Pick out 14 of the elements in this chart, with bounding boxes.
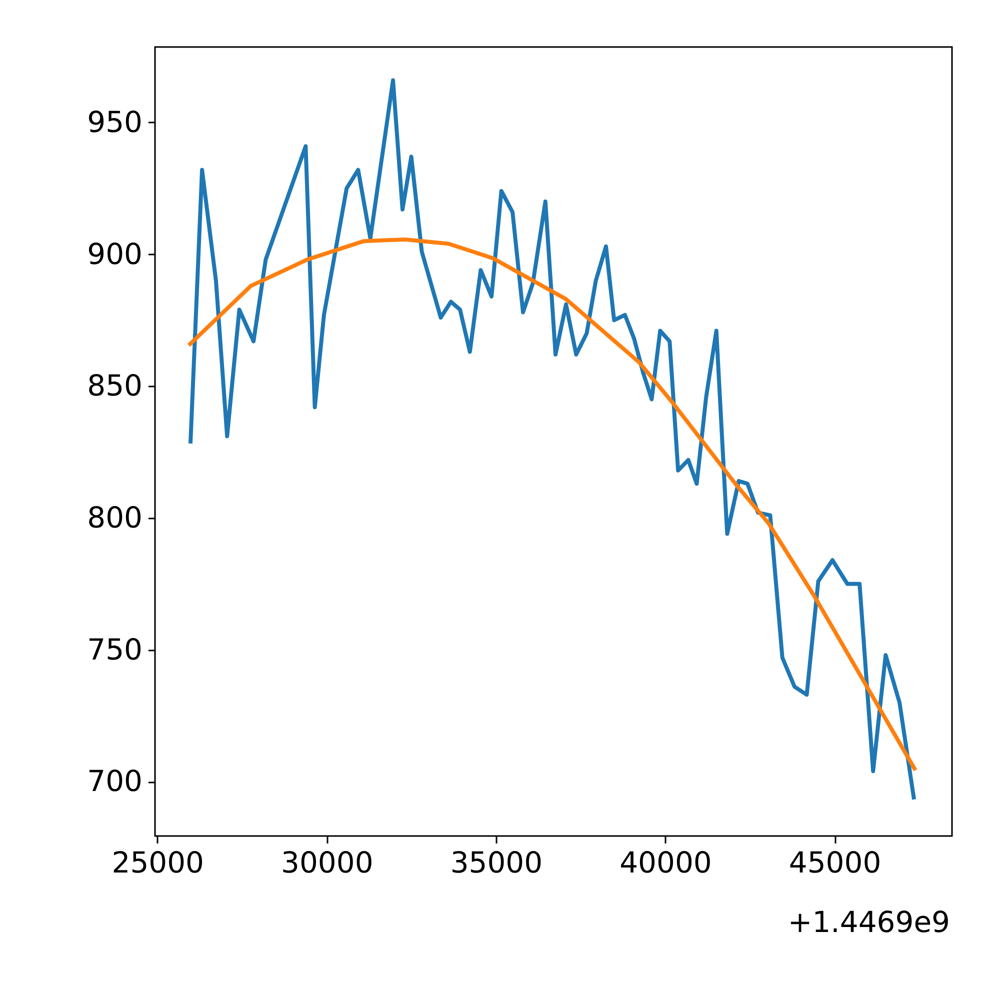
x-tick-label: 45000	[788, 846, 882, 880]
y-tick-label: 850	[87, 368, 142, 403]
y-tick-label: 900	[87, 236, 142, 271]
y-tick-label: 800	[87, 500, 142, 534]
y-tick-label: 700	[87, 764, 142, 798]
x-tick-label: 30000	[281, 846, 374, 880]
y-tick-label: 750	[87, 632, 142, 666]
text: +1.4469e9	[788, 905, 950, 939]
x-tick-label: 40000	[620, 846, 712, 880]
x-tick-label: 25000	[112, 846, 204, 880]
line-series	[188, 238, 916, 770]
y-tick-label: 950	[87, 104, 142, 139]
x-tick-label: 35000	[450, 846, 543, 880]
line-series	[188, 78, 916, 800]
